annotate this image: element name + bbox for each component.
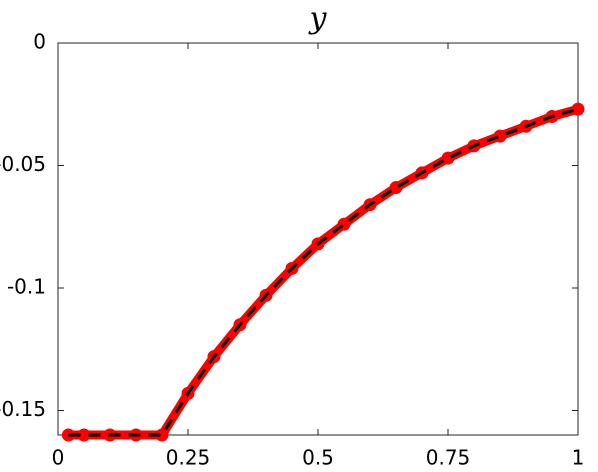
x-tick-label: 0.25 <box>166 446 211 470</box>
x-tick-label: 0.5 <box>302 446 334 470</box>
series-marker <box>311 237 325 251</box>
x-tick-label: 0.75 <box>426 446 471 470</box>
series-marker <box>415 166 429 180</box>
x-tick-label: 1 <box>572 446 585 470</box>
series-marker <box>389 181 403 195</box>
series-marker <box>233 318 247 332</box>
series-marker <box>285 261 299 275</box>
series-marker <box>519 119 533 133</box>
y-tick-label: -0.15 <box>0 397 46 421</box>
y-tick-label: -0.05 <box>0 152 46 176</box>
series-marker <box>493 129 507 143</box>
series-marker <box>337 217 351 231</box>
series-line <box>68 107 579 437</box>
series-marker <box>545 110 559 123</box>
series-marker <box>207 350 221 364</box>
chart-title: y <box>308 1 328 36</box>
series-marker <box>259 288 273 302</box>
y-tick-label: -0.1 <box>7 275 46 299</box>
series-marker <box>363 198 377 212</box>
series-marker <box>467 139 481 153</box>
series-marker <box>181 386 195 400</box>
y-tick-label: 0 <box>33 30 46 54</box>
series-marker <box>441 151 455 165</box>
x-tick-label: 0 <box>52 446 65 470</box>
